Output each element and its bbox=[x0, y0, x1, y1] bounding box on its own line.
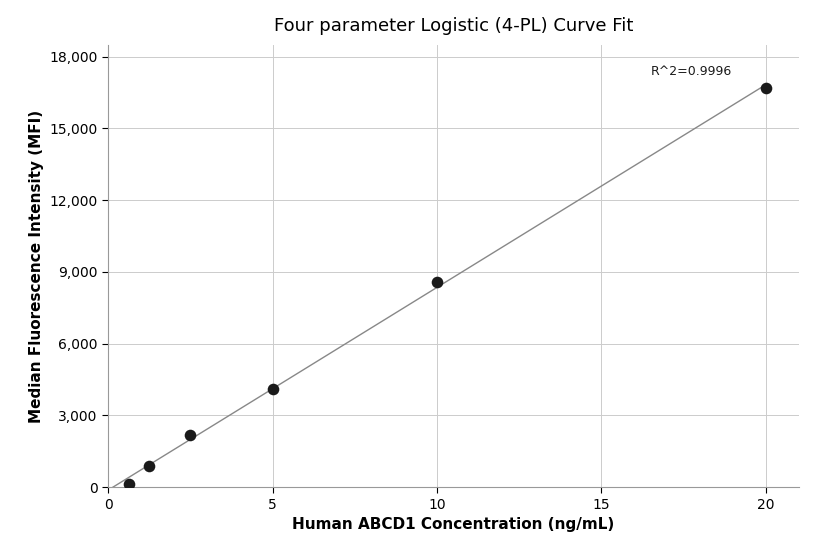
Point bbox=[430, 277, 443, 286]
X-axis label: Human ABCD1 Concentration (ng/mL): Human ABCD1 Concentration (ng/mL) bbox=[292, 517, 615, 532]
Point bbox=[142, 461, 156, 470]
Point bbox=[184, 430, 197, 439]
Point bbox=[122, 479, 136, 488]
Y-axis label: Median Fluorescence Intensity (MFI): Median Fluorescence Intensity (MFI) bbox=[29, 109, 44, 423]
Title: Four parameter Logistic (4-PL) Curve Fit: Four parameter Logistic (4-PL) Curve Fit bbox=[274, 17, 633, 35]
Text: R^2=0.9996: R^2=0.9996 bbox=[651, 64, 732, 78]
Point bbox=[759, 83, 772, 92]
Point bbox=[266, 385, 280, 394]
